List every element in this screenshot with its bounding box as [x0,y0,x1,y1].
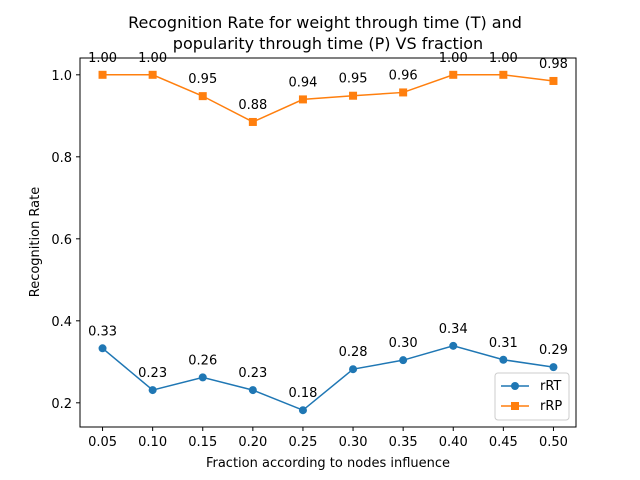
x-tick-label-7: 0.40 [439,435,468,450]
data-label-rrt-9: 0.29 [539,343,568,358]
x-tick-label-4: 0.25 [288,435,317,450]
y-tick-label-2: 0.6 [51,233,72,248]
point-rrt-6 [399,356,408,365]
point-rrp-4 [298,95,307,104]
data-label-rrt-5: 0.28 [339,345,368,360]
point-rrt-7 [449,341,458,350]
chart-title-line-2: popularity through time (P) VS fraction [173,34,483,53]
point-rrt-4 [298,406,307,415]
legend: rRT rRP [494,372,570,421]
y-tick-label-1: 0.4 [51,315,72,330]
x-tick-label-1: 0.10 [138,435,167,450]
x-tick-label-9: 0.50 [539,435,568,450]
chart-title-line-1: Recognition Rate for weight through time… [128,13,522,32]
point-rrp-3 [248,117,257,126]
legend-marker-rrp [511,402,519,410]
x-tick-label-3: 0.20 [238,435,267,450]
point-rrp-0 [98,70,107,79]
x-tick-label-0: 0.05 [88,435,117,450]
plot-area: 0.33 0.23 0.26 0.23 0.18 0.28 0.30 0.34 0.31 0.29… [51,51,577,450]
y-tick-label-3: 0.8 [51,151,72,166]
point-rrp-5 [349,91,358,100]
legend-marker-rrt [511,382,519,390]
data-label-rrt-6: 0.30 [389,336,418,351]
data-label-rrp-5: 0.95 [339,72,368,87]
point-rrt-8 [499,355,508,364]
point-rrp-9 [549,76,558,85]
series-line-rrt [102,345,554,412]
series-line-rrp [102,74,554,123]
legend-label-rrt: rRT [540,379,561,394]
point-rrt-1 [148,386,157,395]
data-label-rrt-3: 0.23 [238,366,267,381]
data-label-rrt-1: 0.23 [138,366,167,381]
point-rrp-1 [148,70,157,79]
point-rrt-5 [349,365,358,374]
data-label-rrp-3: 0.88 [238,98,267,113]
point-rrt-0 [98,344,107,353]
data-label-rrt-4: 0.18 [288,386,317,401]
point-rrt-3 [248,386,257,395]
data-label-rrp-4: 0.94 [288,75,317,90]
point-rrp-2 [198,92,207,101]
legend-label-rrp: rRP [540,399,562,414]
data-label-rrp-9: 0.98 [539,57,568,72]
y-tick-label-0: 0.2 [51,397,72,412]
point-rrp-7 [449,70,458,79]
point-rrp-8 [499,70,508,79]
axes-frame [79,57,577,428]
data-label-rrp-6: 0.96 [389,68,418,83]
data-label-rrt-0: 0.33 [88,324,117,339]
x-axis-label: Fraction according to nodes influence [206,456,450,471]
x-tick-label-6: 0.35 [389,435,418,450]
x-tick-label-5: 0.30 [339,435,368,450]
x-tick-label-8: 0.45 [489,435,518,450]
data-label-rrt-2: 0.26 [188,353,217,368]
point-rrt-9 [549,363,558,372]
point-rrp-6 [399,88,408,97]
point-rrt-2 [198,373,207,382]
y-axis-label: Recognition Rate [28,187,43,298]
data-label-rrp-2: 0.95 [188,72,217,87]
data-label-rrt-8: 0.31 [489,336,518,351]
data-label-rrt-7: 0.34 [439,322,468,337]
y-tick-label-4: 1.0 [51,69,72,84]
x-tick-label-2: 0.15 [188,435,217,450]
